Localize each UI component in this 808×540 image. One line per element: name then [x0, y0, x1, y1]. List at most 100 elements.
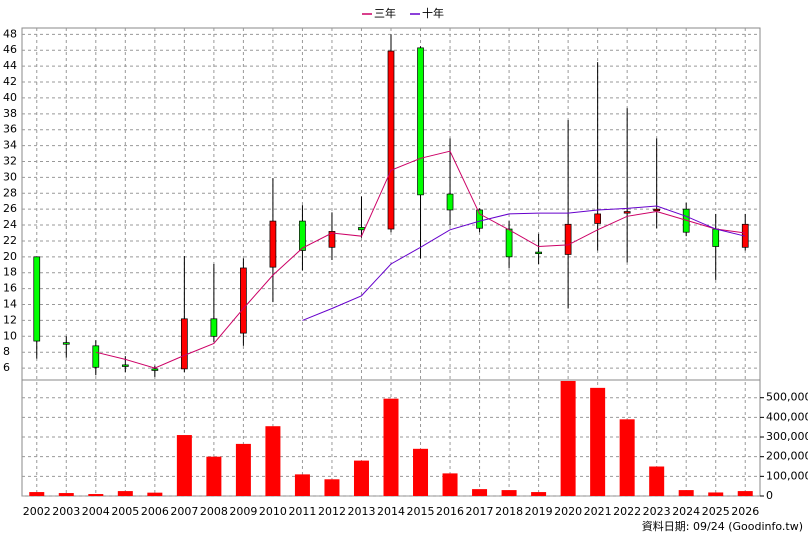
x-tick-label: 2021 — [584, 505, 612, 518]
candle-body — [712, 228, 720, 247]
candle-body — [564, 223, 572, 255]
y-tick-label: 28 — [3, 186, 17, 199]
volume-bar — [678, 490, 694, 496]
volume-bar — [472, 489, 488, 496]
x-tick-label: 2007 — [170, 505, 198, 518]
volume-bar — [117, 491, 133, 496]
legend-label: 三年 — [374, 6, 396, 20]
y-tick-label: 12 — [3, 313, 17, 326]
y-tick-label: 32 — [3, 154, 17, 167]
y-tick-label: 16 — [3, 282, 17, 295]
y-tick-label: 42 — [3, 75, 17, 88]
volume-bar — [58, 493, 74, 496]
y-tick-label: 38 — [3, 107, 17, 120]
y-tick-label: 34 — [3, 139, 17, 152]
candle-body — [505, 228, 513, 258]
volume-bar — [649, 466, 665, 496]
candle-body — [476, 209, 483, 229]
x-tick-label: 2015 — [407, 505, 435, 518]
volume-bar — [737, 491, 753, 496]
x-tick-label: 2020 — [554, 505, 582, 518]
x-tick-label: 2016 — [436, 505, 464, 518]
legend-label: 十年 — [422, 6, 444, 20]
x-tick-label: 2014 — [377, 505, 405, 518]
x-tick-label: 2013 — [347, 505, 375, 518]
x-tick-label: 2004 — [82, 505, 110, 518]
y-tick-label: 18 — [3, 266, 17, 279]
volume-bar — [442, 473, 458, 496]
x-tick-label: 2023 — [643, 505, 671, 518]
y-tick-label: 8 — [3, 345, 10, 358]
volume-bar — [353, 460, 369, 496]
x-tick-label: 2019 — [525, 505, 553, 518]
candle-body — [62, 342, 70, 345]
x-tick-label: 2006 — [141, 505, 169, 518]
candle-body — [387, 50, 395, 230]
volume-bar — [206, 456, 222, 496]
x-tick-label: 2012 — [318, 505, 346, 518]
y2-tick-label: 500,000 — [766, 391, 808, 404]
x-tick-label: 2024 — [672, 505, 700, 518]
volume-bar — [383, 398, 399, 496]
candle-body — [181, 318, 188, 370]
ma-line — [302, 205, 746, 321]
x-tick-label: 2009 — [229, 505, 257, 518]
x-tick-label: 2017 — [466, 505, 494, 518]
y-tick-label: 6 — [3, 361, 10, 374]
y-tick-label: 10 — [3, 329, 17, 342]
ma-line — [95, 150, 746, 369]
candle-body — [121, 364, 129, 367]
candle-body — [269, 220, 277, 268]
volume-bar — [560, 380, 576, 496]
x-tick-label: 2011 — [288, 505, 316, 518]
y2-tick-label: 400,000 — [766, 410, 808, 423]
y-tick-label: 30 — [3, 170, 17, 183]
y-tick-label: 40 — [3, 91, 17, 104]
x-tick-label: 2003 — [52, 505, 80, 518]
volume-bar — [147, 492, 163, 496]
candle-body — [92, 345, 100, 368]
volume-bar — [235, 443, 251, 496]
x-tick-label: 2002 — [23, 505, 51, 518]
y-tick-label: 48 — [3, 27, 17, 40]
candle-body — [240, 267, 247, 334]
x-tick-label: 2026 — [731, 505, 759, 518]
y-tick-label: 14 — [3, 298, 17, 311]
x-tick-label: 2010 — [259, 505, 287, 518]
source: 資料日期: 09/24 (Goodinfo.tw) — [642, 519, 803, 533]
y-tick-label: 26 — [3, 202, 17, 215]
y2-tick-label: 0 — [766, 489, 773, 502]
y-tick-label: 44 — [3, 59, 17, 72]
x-tick-label: 2005 — [111, 505, 139, 518]
volume-bar — [294, 474, 310, 496]
y-tick-label: 22 — [3, 234, 17, 247]
volume-bar — [708, 492, 724, 496]
candle-body — [535, 251, 542, 255]
candle-body — [299, 220, 306, 251]
y-tick-label: 24 — [3, 218, 17, 231]
y2-tick-label: 100,000 — [766, 469, 808, 482]
candle-body — [358, 227, 365, 231]
y-tick-label: 36 — [3, 123, 17, 136]
candle-body — [623, 211, 631, 214]
candle-body — [594, 213, 601, 224]
candle-body — [417, 47, 424, 196]
volume-bar — [413, 448, 429, 496]
y-tick-label: 46 — [3, 43, 17, 56]
volume-bar — [29, 492, 45, 496]
volume-bar — [619, 419, 635, 496]
volume-bar — [176, 435, 192, 496]
y2-tick-label: 300,000 — [766, 430, 808, 443]
y2-tick-label: 200,000 — [766, 450, 808, 463]
volume-bar — [265, 426, 281, 496]
x-tick-label: 2018 — [495, 505, 523, 518]
x-tick-label: 2008 — [200, 505, 228, 518]
x-tick-label: 2025 — [702, 505, 730, 518]
y-tick-label: 20 — [3, 250, 17, 263]
volume-bar — [88, 494, 104, 496]
candle-body — [210, 318, 218, 337]
candle-body — [151, 368, 159, 371]
candle-body — [33, 256, 41, 342]
